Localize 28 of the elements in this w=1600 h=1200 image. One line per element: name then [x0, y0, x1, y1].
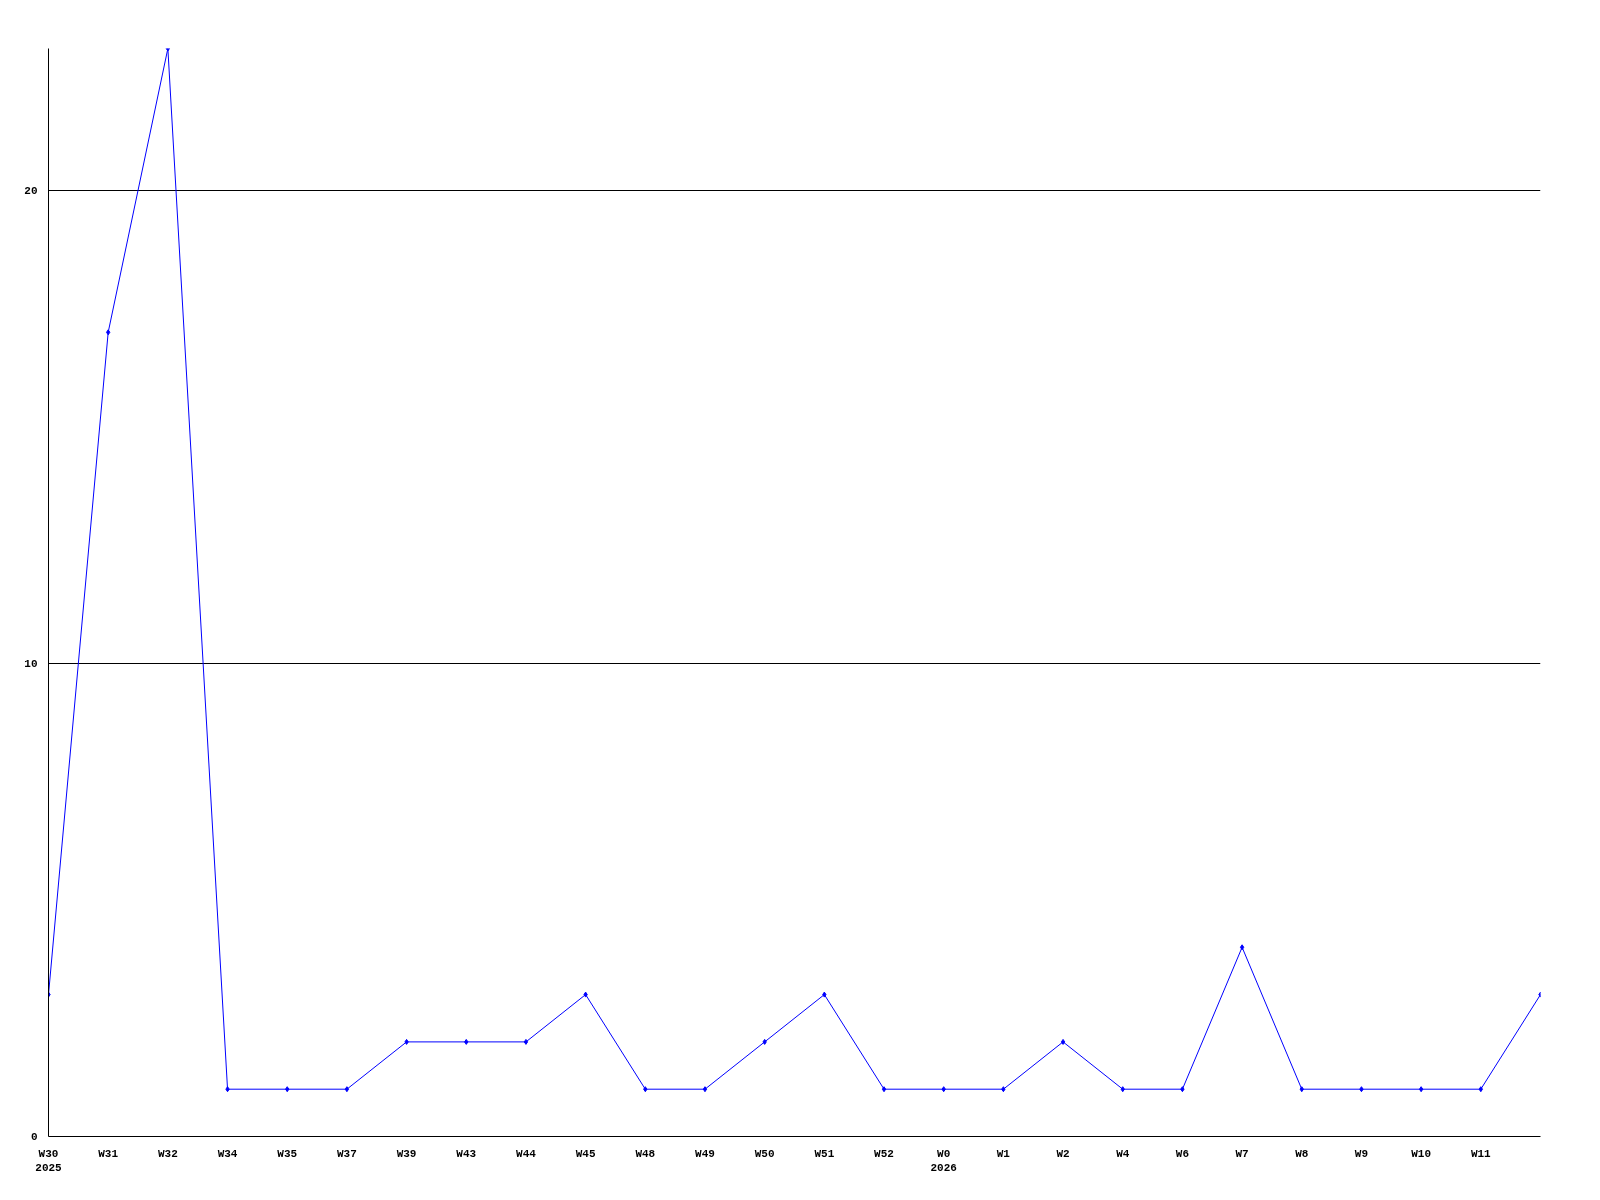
- x-tick-label: W1: [996, 1147, 1011, 1160]
- x-tick-label: W2: [1056, 1147, 1070, 1160]
- y-tick-label: 10: [24, 657, 38, 670]
- x-tick-label: W43: [456, 1147, 477, 1160]
- x-tick-label: W39: [396, 1147, 417, 1160]
- x-tick-label: W9: [1354, 1147, 1369, 1160]
- y-tick-label: 0: [30, 1131, 38, 1143]
- x-tick-label: W52: [874, 1147, 894, 1160]
- x-tick-label: W10: [1411, 1147, 1432, 1160]
- x-tick-label: W35: [277, 1147, 298, 1160]
- x-tick-label: W4: [1116, 1147, 1130, 1160]
- x-tick-label: W51: [814, 1147, 835, 1160]
- x-tick-label: W45: [575, 1147, 596, 1160]
- x-tick-label: W8: [1295, 1147, 1309, 1160]
- x-tick-label: W31: [98, 1147, 119, 1160]
- x-tick-label: W6: [1175, 1147, 1190, 1160]
- x-tick-label: W0 2026: [930, 1147, 957, 1174]
- x-tick-label: W30 2025: [35, 1147, 63, 1174]
- x-tick-label: W11: [1470, 1147, 1492, 1160]
- x-tick-label: W32: [157, 1147, 178, 1160]
- x-tick-label: W50: [754, 1147, 775, 1160]
- x-tick-label: W34: [217, 1147, 238, 1160]
- y-tick-label: 20: [24, 184, 38, 197]
- x-tick-label: W7: [1235, 1147, 1249, 1160]
- x-tick-label: W48: [635, 1147, 656, 1160]
- x-tick-label: W37: [337, 1147, 357, 1160]
- x-tick-label: W44: [516, 1147, 537, 1160]
- x-tick-label: W49: [695, 1147, 715, 1160]
